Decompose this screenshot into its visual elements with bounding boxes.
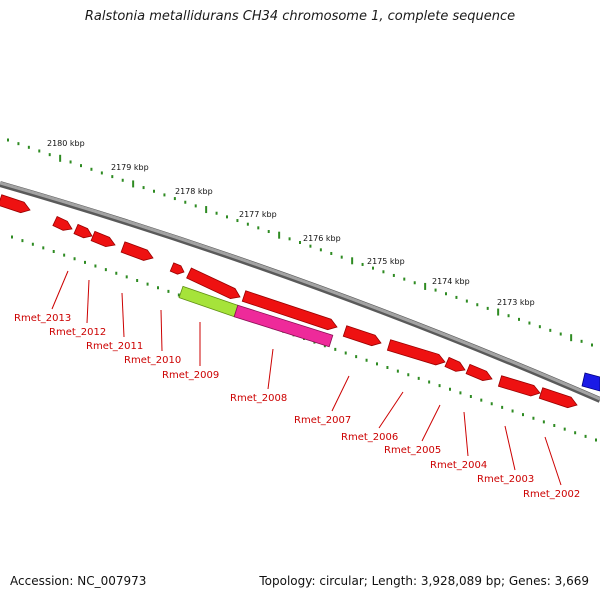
gene-leader-line xyxy=(160,309,163,352)
gene-arrow xyxy=(386,339,446,366)
scale-tick-labels: 2180 kbp 2179 kbp 2178 kbp 2177 kbp 2176 kbp… xyxy=(47,139,535,307)
gene-arrow xyxy=(444,356,466,372)
gene-arrow xyxy=(120,241,154,261)
accession-text: Accession: NC_007973 xyxy=(10,574,147,588)
gene-label: Rmet_2005 xyxy=(384,445,441,456)
gene-leader-line xyxy=(504,425,516,471)
outer-scale-ticks xyxy=(7,138,593,347)
chromosome-backbone xyxy=(0,181,600,403)
gene-leader-line xyxy=(86,279,90,324)
gene-arrow xyxy=(538,387,578,409)
gene-label: Rmet_2002 xyxy=(523,489,580,500)
gene-leader-line xyxy=(378,391,404,429)
scale-tick-label: 2176 kbp xyxy=(303,234,341,243)
gene-arrow xyxy=(241,290,338,331)
gene-label: Rmet_2003 xyxy=(477,474,534,485)
gene-leader-line xyxy=(121,292,125,338)
gene-features xyxy=(0,194,600,409)
gene-label: Rmet_2004 xyxy=(430,460,487,471)
backbone-outline xyxy=(0,181,600,403)
gene-leader-line xyxy=(331,375,350,412)
scale-tick-label: 2180 kbp xyxy=(47,139,85,148)
scale-tick-label: 2179 kbp xyxy=(111,163,149,172)
gene-label: Rmet_2008 xyxy=(230,393,287,404)
gene-box-pink xyxy=(233,304,334,348)
gene-label-leaders xyxy=(51,270,562,486)
gene-arrow xyxy=(342,325,382,347)
map-title: Ralstonia metallidurans CH34 chromosome … xyxy=(84,9,516,24)
scale-tick-label: 2178 kbp xyxy=(175,187,213,196)
gene-arrow xyxy=(186,267,241,299)
gene-arrow xyxy=(90,230,116,248)
gene-label: Rmet_2009 xyxy=(162,370,219,381)
gene-arrow xyxy=(73,223,93,239)
scale-tick-label: 2173 kbp xyxy=(497,298,535,307)
gene-arrow xyxy=(497,375,541,397)
gene-leader-line xyxy=(544,436,562,486)
gene-label: Rmet_2012 xyxy=(49,327,106,338)
genome-summary: Topology: circular; Length: 3,928,089 bp… xyxy=(259,574,589,588)
gene-arrow-left-edge xyxy=(0,194,31,214)
gene-arrow xyxy=(169,262,185,275)
scale-tick-label: 2175 kbp xyxy=(367,257,405,266)
scale-tick-label: 2174 kbp xyxy=(432,277,470,286)
gene-leader-line xyxy=(51,270,69,310)
gene-leader-line xyxy=(421,404,441,442)
gene-labels: Rmet_2013 Rmet_2012 Rmet_2011 Rmet_2010 Rmet… xyxy=(14,313,580,500)
gene-leader-line xyxy=(267,348,274,390)
gene-label: Rmet_2011 xyxy=(86,341,143,352)
gene-arrow xyxy=(52,215,73,231)
gene-label: Rmet_2010 xyxy=(124,355,181,366)
gene-leader-line xyxy=(463,411,469,457)
gene-arrow xyxy=(465,363,493,381)
gene-label: Rmet_2006 xyxy=(341,432,398,443)
gene-label: Rmet_2007 xyxy=(294,415,351,426)
backbone-core xyxy=(0,181,600,401)
gene-box-blue xyxy=(581,372,600,392)
scale-tick-label: 2177 kbp xyxy=(239,210,277,219)
gene-label: Rmet_2013 xyxy=(14,313,71,324)
